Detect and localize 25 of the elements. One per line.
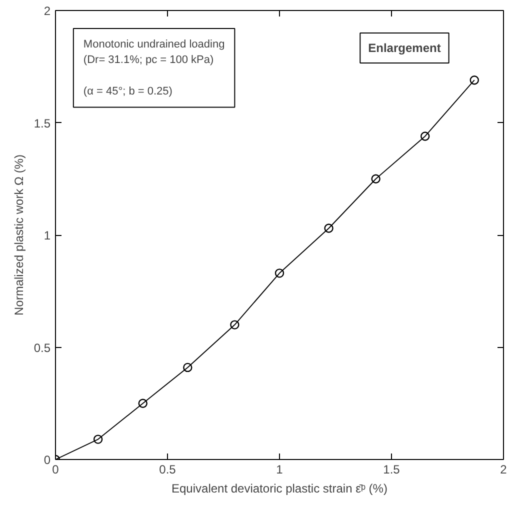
annotation: Enlargement (368, 40, 441, 55)
x-tick-label: 2 (500, 462, 508, 476)
x-tick-label: 1.5 (383, 462, 400, 476)
annotation: Monotonic undrained loading (83, 38, 225, 50)
x-tick-label: 0 (52, 462, 60, 476)
point (274, 268, 284, 278)
point (183, 362, 192, 372)
annotation: (α = 45°; b = 0.25) (83, 85, 172, 98)
x-axis-title: Equivalent deviatoric plastic strain ε̄ᵖ (%) (172, 482, 388, 496)
y-tick-label: 0 (44, 453, 51, 467)
y-tick-label: 1.5 (34, 116, 51, 130)
y-tick-label: 2 (44, 4, 51, 18)
point (420, 132, 430, 141)
point (138, 398, 148, 408)
y-tick-label: 0.5 (34, 340, 51, 355)
x-tick-label: 1 (276, 462, 284, 476)
point (470, 76, 479, 85)
point (371, 174, 380, 184)
point (324, 224, 334, 233)
point (93, 434, 103, 444)
annotation: (Dr= 31.1%; pc = 100 kPa) (83, 54, 214, 66)
x-tick-label: 0.5 (159, 462, 176, 476)
point (230, 320, 240, 330)
y-tick-label: 1 (44, 228, 51, 242)
y-axis-title: Normalized plastic work Ω (%) (12, 154, 26, 316)
